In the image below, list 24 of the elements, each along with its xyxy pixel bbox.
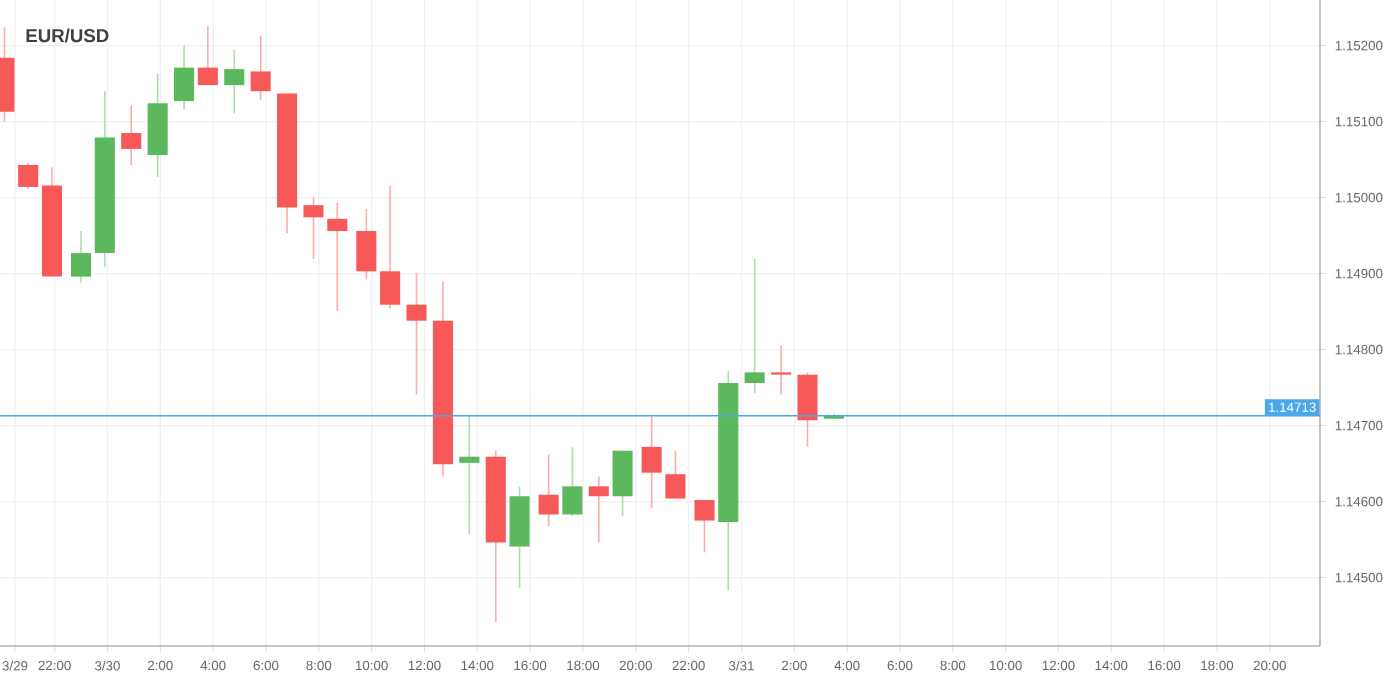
candlestick xyxy=(121,104,142,166)
candlestick xyxy=(459,414,480,536)
candlestick xyxy=(380,184,401,310)
candlestick xyxy=(406,272,427,396)
candlestick xyxy=(612,449,633,517)
candlestick xyxy=(250,34,271,101)
candlestick xyxy=(744,258,765,394)
candlestick xyxy=(562,446,583,517)
candlestick xyxy=(588,475,609,544)
candlestick xyxy=(174,44,195,111)
candlestick xyxy=(797,371,818,448)
candlestick xyxy=(665,449,686,500)
candlestick xyxy=(694,499,715,554)
candlestick xyxy=(18,162,39,190)
candlestick xyxy=(538,453,559,528)
candlestick xyxy=(327,202,348,312)
candlestick xyxy=(224,48,245,115)
candlestick xyxy=(641,415,662,510)
candlestick xyxy=(771,344,792,396)
candlestick xyxy=(303,196,324,260)
candlestick xyxy=(197,25,218,86)
candlestick xyxy=(70,230,92,284)
candlestick xyxy=(356,208,377,280)
text: EUR/USD xyxy=(26,28,109,43)
